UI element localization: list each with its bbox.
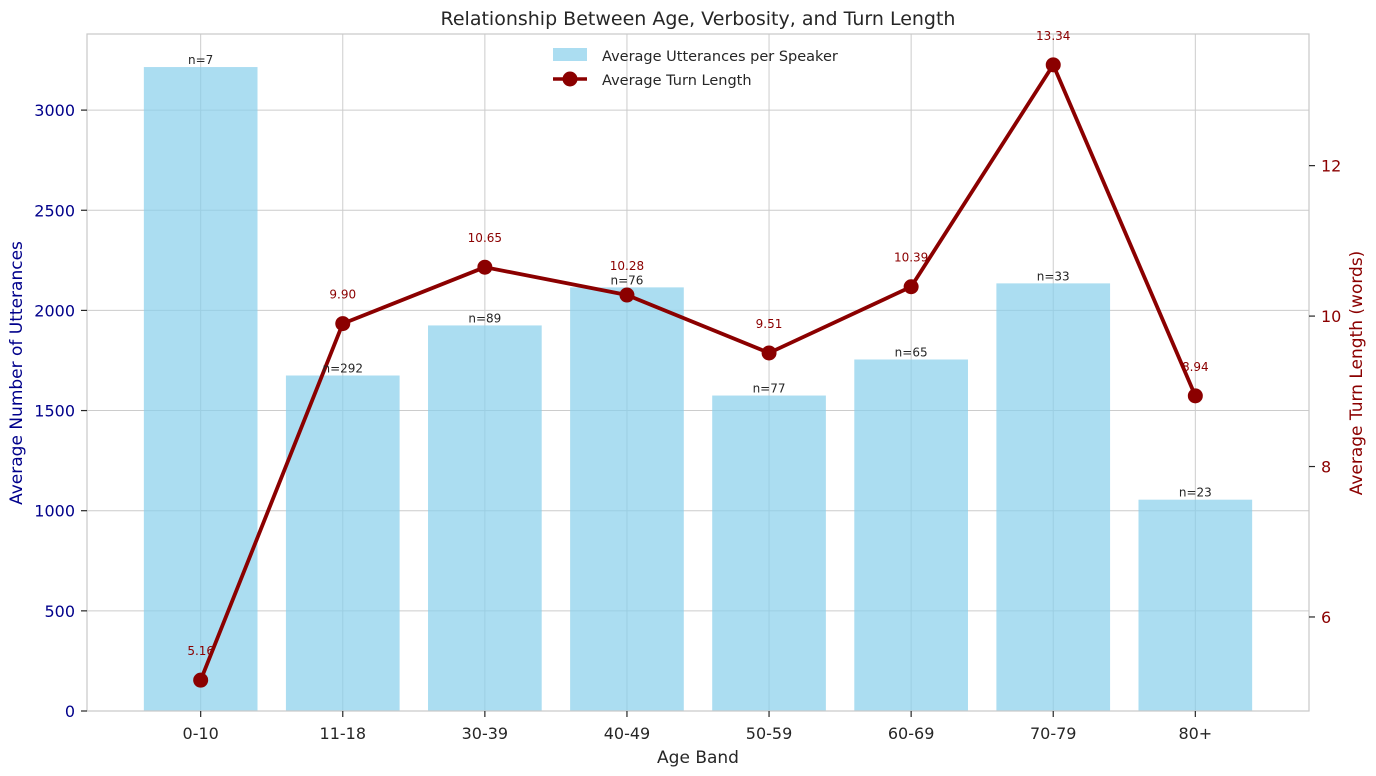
y-axis-left-title: Average Number of Utterances (7, 241, 27, 505)
bar-count-label: n=76 (610, 273, 643, 287)
point-value-label: 10.65 (468, 231, 502, 245)
chart-title: Relationship Between Age, Verbosity, and… (441, 8, 956, 30)
point-value-label: 9.51 (756, 317, 783, 331)
line-point (335, 316, 351, 332)
x-tick-label: 80+ (1178, 724, 1212, 743)
line-point (903, 279, 919, 295)
bar-count-label: n=89 (468, 311, 501, 325)
line-point (193, 672, 209, 688)
x-tick-label: 40-49 (604, 724, 651, 743)
x-tick-label: 30-39 (462, 724, 509, 743)
plot-frame (86, 33, 1310, 712)
bar (143, 67, 258, 711)
legend-label-line: Average Turn Length (602, 73, 752, 89)
y-right-tick-label: 6 (1321, 608, 1331, 627)
legend: Average Utterances per Speaker Average T… (553, 48, 838, 89)
bar-count-label: n=33 (1037, 269, 1070, 283)
legend-label-bars: Average Utterances per Speaker (602, 49, 838, 65)
x-tick-label: 50-59 (746, 724, 793, 743)
y-axis-right-title: Average Turn Length (words) (1347, 251, 1367, 496)
bar-layer (143, 67, 1253, 711)
bar (712, 395, 826, 711)
x-tick-label: 70-79 (1030, 724, 1077, 743)
point-value-label: 9.90 (329, 288, 356, 302)
y-right-tick-label: 8 (1321, 458, 1331, 477)
bar-count-label: n=23 (1179, 486, 1212, 500)
point-value-label: 8.94 (1182, 360, 1209, 374)
y-left-tick-label: 1500 (34, 402, 75, 421)
point-value-label: 5.16 (187, 644, 214, 658)
bar (285, 375, 400, 711)
bar-count-label: n=77 (753, 382, 786, 396)
y-left-tick-label: 2000 (34, 301, 75, 320)
x-tick-label: 11-18 (320, 724, 367, 743)
frame-layer (86, 33, 1310, 712)
label-layer: n=7 n=292 n=89 n=76 n=77 n=65 n=33 n=23 5.16 9.90… (187, 29, 1211, 658)
line-layer (193, 57, 1203, 688)
bar-count-label: n=7 (188, 53, 213, 67)
y-left-tick-label: 500 (44, 602, 75, 621)
legend-swatch-bars (553, 48, 587, 61)
bar (570, 287, 684, 711)
y-left-tick-label: 2500 (34, 201, 75, 220)
line-point (477, 259, 493, 275)
point-value-label: 13.34 (1036, 29, 1070, 43)
y-left-tick-label: 1000 (34, 502, 75, 521)
y-right-tick-label: 10 (1321, 307, 1341, 326)
point-value-label: 10.28 (610, 259, 644, 273)
bar (1138, 499, 1253, 711)
series-line-turn-length (198, 62, 1198, 681)
y-right-tick-label: 12 (1321, 157, 1341, 176)
legend-marker-line (562, 71, 578, 87)
y-left-tick-label: 3000 (34, 101, 75, 120)
bar-count-label: n=65 (895, 345, 928, 359)
x-tick-label: 60-69 (888, 724, 935, 743)
axis-layer: 0 500 1000 1500 2000 2500 3000 6 8 10 12 0-10 11-18 3… (34, 101, 1341, 743)
line-point (619, 287, 635, 303)
bar-count-label: n=292 (322, 362, 363, 376)
x-tick-label: 0-10 (183, 724, 219, 743)
line-point (761, 345, 777, 361)
grid-layer (87, 34, 1309, 712)
line-point (1045, 57, 1061, 73)
y-left-tick-label: 0 (65, 702, 75, 721)
point-value-label: 10.39 (894, 251, 928, 265)
bar (854, 359, 968, 711)
line-point (1187, 388, 1203, 404)
bar (996, 283, 1111, 711)
x-axis-title: Age Band (657, 748, 739, 768)
bar (428, 325, 542, 711)
